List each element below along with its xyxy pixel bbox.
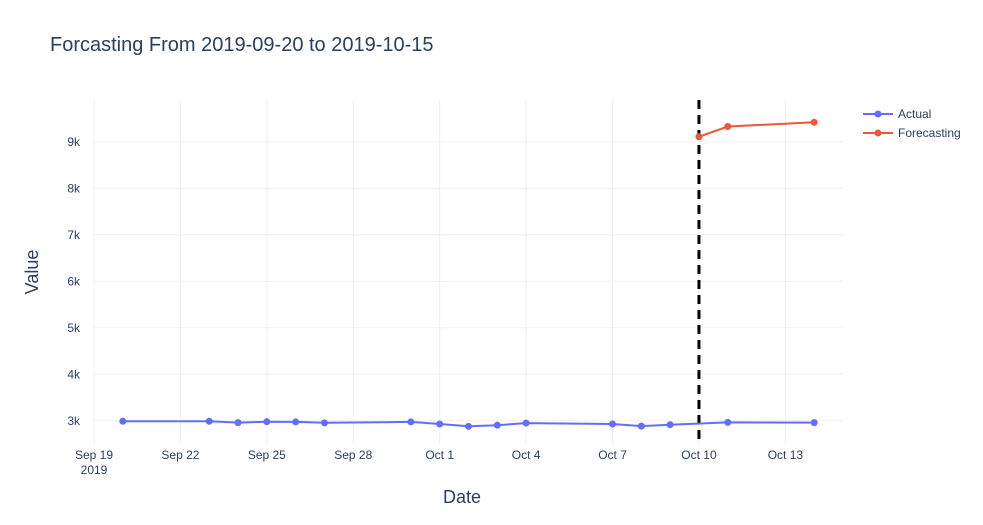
y-tick-label: 3k — [67, 414, 81, 428]
x-tick-label: Oct 7 — [598, 448, 627, 462]
forecasting-point — [695, 133, 703, 141]
y-tick-label: 4k — [67, 367, 81, 381]
x-tick-sublabel: 2019 — [81, 463, 108, 477]
y-tick-label: 5k — [67, 321, 81, 335]
grid-layer — [93, 100, 843, 444]
actual-point — [119, 417, 127, 425]
x-tick-label: Oct 13 — [768, 448, 804, 462]
forecasting-point — [724, 122, 732, 130]
actual-point — [810, 419, 818, 427]
actual-point — [292, 418, 300, 426]
x-tick-label: Sep 22 — [161, 448, 199, 462]
x-tick-label: Oct 10 — [681, 448, 717, 462]
actual-point — [205, 417, 213, 425]
legend-forecasting-label: Forecasting — [898, 126, 961, 140]
forecasting-point — [810, 118, 818, 126]
forecasting-series-line — [698, 121, 815, 138]
actual-point — [637, 422, 645, 430]
x-tick-label: Sep 19 — [75, 448, 113, 462]
x-axis-title: Date — [443, 487, 481, 507]
actual-point — [522, 419, 530, 427]
actual-point — [436, 420, 444, 428]
actual-point — [234, 419, 242, 427]
y-axis-title: Value — [22, 250, 42, 295]
x-tick-label: Sep 28 — [334, 448, 372, 462]
series-layer — [119, 118, 818, 430]
x-tick-label: Sep 25 — [248, 448, 286, 462]
y-tick-label: 8k — [67, 181, 81, 195]
actual-point — [609, 420, 617, 428]
actual-point — [320, 419, 328, 427]
legend[interactable]: Actual Forecasting — [863, 107, 961, 140]
x-tick-label: Oct 4 — [512, 448, 541, 462]
y-tick-label: 9k — [67, 135, 81, 149]
y-tick-label: 7k — [67, 228, 81, 242]
y-tick-label: 6k — [67, 274, 81, 288]
actual-point — [666, 421, 674, 429]
actual-point — [724, 418, 732, 426]
legend-actual-label: Actual — [898, 107, 931, 121]
chart-title: Forcasting From 2019-09-20 to 2019-10-15 — [50, 34, 434, 56]
actual-point — [407, 418, 415, 426]
actual-point — [465, 422, 472, 430]
actual-point — [263, 418, 271, 426]
actual-point — [493, 421, 501, 429]
actual-series-line — [122, 420, 815, 428]
legend-forecasting-marker — [874, 129, 882, 137]
x-tick-label: Oct 1 — [425, 448, 454, 462]
legend-actual-marker — [874, 110, 882, 118]
